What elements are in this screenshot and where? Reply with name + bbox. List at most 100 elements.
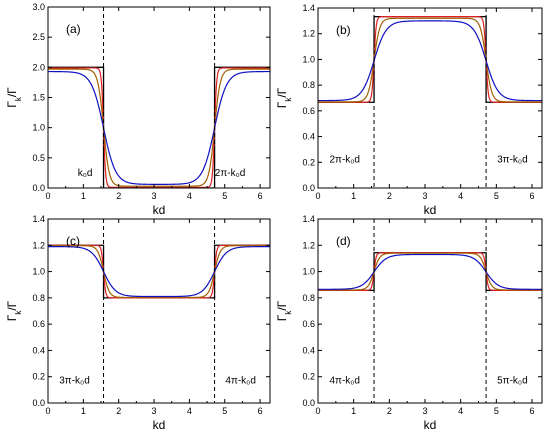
- plot-frame: [47, 6, 271, 189]
- y-tick-label: 0.5: [32, 153, 45, 163]
- series-line: [318, 252, 542, 291]
- y-tick-label: 0.6: [32, 319, 45, 329]
- series-line: [318, 17, 542, 103]
- chart-panel: 0 1 2 3 4 5 6 0.0 0.5 1.0 1.5 2.0 2.5 3.0 kd Γk/Γ (a) k₀d…: [5, 2, 271, 217]
- y-axis-label: Γk/Γ: [5, 87, 23, 108]
- x-tick-label: 1: [81, 406, 86, 416]
- chart-panel: 0 1 2 3 4 5 6 0.0 0.2 0.4 0.6 0.8 1.0 1.2 1.4 kd Γk/Γ (b)…: [275, 3, 543, 217]
- x-tick-label: 3: [422, 406, 427, 416]
- y-tick-label: 1.2: [302, 29, 315, 39]
- y-tick-label: 0.0: [302, 398, 315, 408]
- x-tick-label: 0: [45, 191, 50, 201]
- annotation-label: 4π-k₀d: [329, 375, 360, 386]
- plot-frame: [317, 218, 543, 404]
- y-tick-label: 1.2: [302, 240, 315, 250]
- y-tick-label: 0.0: [32, 183, 45, 193]
- y-tick-label: 0.2: [302, 157, 315, 167]
- annotation-label: 2π-k₀d: [329, 154, 360, 165]
- x-tick-label: 6: [530, 406, 535, 416]
- annotation-label: 3π-k₀d: [497, 154, 528, 165]
- x-tick-label: 0: [45, 406, 50, 416]
- series-line: [48, 70, 270, 185]
- y-tick-label: 0.4: [32, 345, 45, 355]
- x-tick-label: 4: [458, 406, 463, 416]
- series-line: [48, 245, 270, 299]
- x-tick-label: 2: [387, 406, 392, 416]
- y-tick-label: 1.4: [32, 214, 45, 224]
- series-line: [48, 67, 270, 188]
- y-tick-label: 0.6: [302, 106, 315, 116]
- y-tick-label: 1.4: [302, 214, 315, 224]
- x-axis-label: kd: [424, 203, 437, 217]
- y-tick-label: 2.0: [32, 62, 45, 72]
- y-tick-label: 2.5: [32, 32, 45, 42]
- x-tick-label: 1: [81, 191, 86, 201]
- x-tick-label: 0: [315, 406, 320, 416]
- plot-area: [318, 15, 542, 103]
- x-axis-label: kd: [153, 203, 166, 217]
- x-tick-label: 5: [494, 191, 499, 201]
- y-axis-label: Γk/Γ: [275, 87, 293, 108]
- x-tick-label: 4: [187, 191, 192, 201]
- plot-frame: [317, 7, 543, 189]
- x-tick-label: 1: [351, 191, 356, 201]
- plot-area: [48, 66, 270, 188]
- y-tick-label: 0.4: [302, 132, 315, 142]
- y-tick-label: 3.0: [32, 2, 45, 12]
- annotation-label: k₀d: [78, 168, 93, 179]
- y-tick-label: 0.6: [302, 319, 315, 329]
- annotation-label: 3π-k₀d: [59, 375, 90, 386]
- x-tick-label: 2: [116, 406, 121, 416]
- y-tick-label: 0.2: [302, 372, 315, 382]
- annotation-label: 4π-k₀d: [225, 375, 256, 386]
- panel-label: (d): [336, 234, 351, 248]
- x-tick-label: 5: [494, 406, 499, 416]
- y-tick-label: 1.5: [32, 93, 45, 103]
- y-tick-label: 1.4: [302, 3, 315, 13]
- y-axis-label: Γk/Γ: [275, 300, 293, 321]
- series-line: [318, 20, 542, 102]
- series-line: [48, 68, 270, 187]
- series-line: [48, 66, 270, 188]
- series-line: [48, 244, 270, 299]
- annotation-label: 5π-k₀d: [497, 375, 528, 386]
- y-tick-label: 1.0: [32, 267, 45, 277]
- x-tick-label: 3: [152, 406, 157, 416]
- y-tick-label: 0.8: [302, 80, 315, 90]
- chart-panel: 0 1 2 3 4 5 6 0.0 0.2 0.4 0.6 0.8 1.0 1.2 1.4 kd Γk/Γ (d)…: [275, 214, 543, 432]
- y-tick-label: 0.4: [302, 345, 315, 355]
- series-line: [48, 246, 270, 298]
- y-axis-label: Γk/Γ: [5, 300, 23, 321]
- y-tick-label: 1.0: [302, 267, 315, 277]
- x-tick-label: 3: [422, 191, 427, 201]
- series-line: [318, 253, 542, 290]
- x-tick-label: 0: [315, 191, 320, 201]
- y-tick-label: 0.0: [302, 183, 315, 193]
- x-tick-label: 2: [116, 191, 121, 201]
- panel-label: (c): [66, 234, 80, 248]
- plot-area: [318, 252, 542, 292]
- y-tick-label: 1.2: [32, 240, 45, 250]
- x-tick-label: 3: [152, 191, 157, 201]
- plot-frame: [47, 218, 271, 404]
- x-tick-label: 4: [458, 191, 463, 201]
- x-tick-label: 5: [222, 191, 227, 201]
- x-tick-label: 2: [387, 191, 392, 201]
- x-tick-label: 6: [258, 406, 263, 416]
- y-tick-label: 0.8: [32, 293, 45, 303]
- y-tick-label: 0.2: [32, 372, 45, 382]
- x-tick-label: 6: [530, 191, 535, 201]
- y-tick-label: 1.0: [32, 123, 45, 133]
- chart-panel: 0 1 2 3 4 5 6 0.0 0.2 0.4 0.6 0.8 1.0 1.2 1.4 kd Γk/Γ (c)…: [5, 214, 271, 432]
- x-tick-label: 1: [351, 406, 356, 416]
- y-tick-label: 1.0: [302, 54, 315, 64]
- panel-label: (b): [336, 23, 351, 37]
- x-tick-label: 4: [187, 406, 192, 416]
- series-line: [48, 244, 270, 299]
- series-line: [318, 252, 542, 291]
- plot-area: [48, 244, 270, 299]
- series-line: [318, 252, 542, 292]
- x-tick-label: 5: [222, 406, 227, 416]
- series-line: [318, 16, 542, 103]
